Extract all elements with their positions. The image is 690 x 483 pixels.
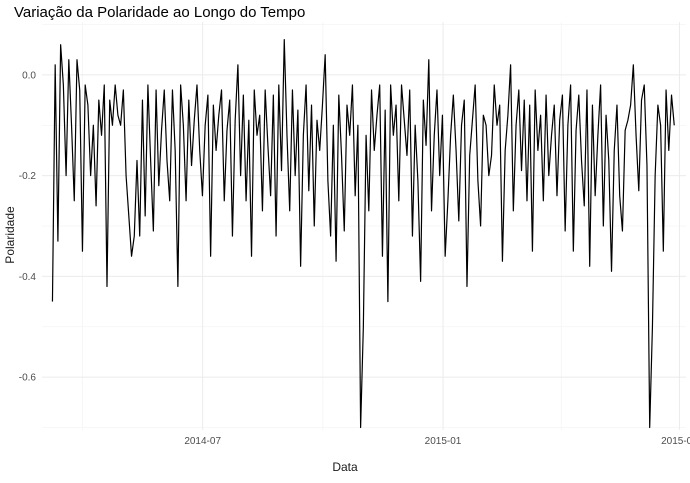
x-axis-label: Data: [332, 460, 358, 474]
x-tick-label: 2015-01: [425, 436, 462, 447]
minor-grid: [42, 22, 686, 430]
chart-title: Variação da Polaridade ao Longo do Tempo: [14, 4, 306, 21]
y-tick-label: -0.6: [19, 373, 37, 384]
y-tick-label: -0.4: [19, 272, 37, 283]
x-axis-tick-labels: 2014-07 2015-01 2015-07: [184, 436, 690, 447]
y-axis-tick-labels: 0.0 -0.2 -0.4 -0.6: [19, 70, 37, 383]
x-tick-label: 2015-07: [661, 436, 690, 447]
y-tick-label: -0.2: [19, 171, 37, 182]
major-grid: [42, 22, 686, 430]
x-tick-label: 2014-07: [184, 436, 221, 447]
polarity-series-line: [51, 39, 675, 429]
y-tick-label: 0.0: [22, 70, 36, 81]
y-axis-label: Polaridade: [3, 206, 17, 264]
data-points: [52, 40, 674, 428]
